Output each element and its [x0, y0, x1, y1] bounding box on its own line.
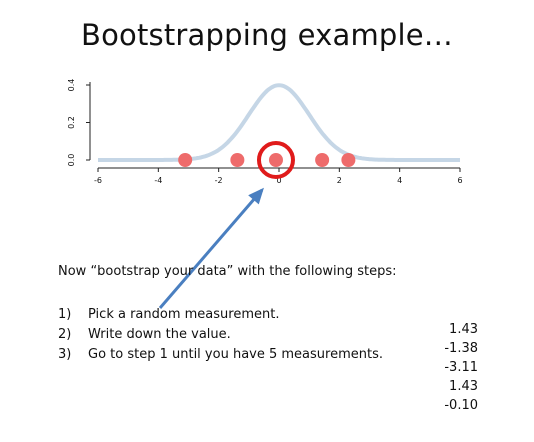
sampled-value: 1.43	[449, 322, 478, 337]
x-tick-label: -6	[94, 176, 102, 185]
data-point	[178, 153, 193, 167]
step-number: 1)	[58, 307, 72, 322]
step-item: 1) Pick a random measurement.	[58, 305, 383, 325]
step-number: 2)	[58, 327, 72, 342]
y-tick-label: 0.4	[67, 79, 76, 92]
plot-axes: -6 -4 -2 0 2 4 6 0.0 0.2 0.4	[67, 79, 463, 185]
data-points	[178, 153, 356, 167]
y-tick-label: 0.0	[67, 154, 76, 167]
step-text: Write down the value.	[88, 327, 231, 342]
sampled-value: -0.10	[444, 398, 478, 413]
x-tick-label: 0	[276, 176, 281, 185]
x-tick-label: 4	[397, 176, 402, 185]
data-point	[268, 153, 283, 167]
data-point	[341, 153, 356, 167]
sampled-values-list: 1.43 -1.38 -3.11 1.43 -0.10	[400, 320, 478, 415]
step-item: 2) Write down the value.	[58, 325, 383, 345]
x-tick-label: 2	[337, 176, 342, 185]
normal-density-curve	[98, 83, 460, 162]
pointer-arrow	[158, 187, 264, 309]
step-text: Go to step 1 until you have 5 measuremen…	[88, 347, 383, 362]
sampled-value: -1.38	[444, 341, 478, 356]
x-tick-label: 6	[457, 176, 462, 185]
steps-list: 1) Pick a random measurement. 2) Write dow…	[58, 305, 383, 365]
step-number: 3)	[58, 347, 72, 362]
x-tick-label: -2	[215, 176, 223, 185]
arrow-shaft	[158, 189, 264, 309]
x-tick-label: -4	[154, 176, 162, 185]
y-tick-label: 0.2	[67, 116, 76, 129]
selected-point-ring	[256, 141, 295, 179]
step-text: Pick a random measurement.	[88, 307, 280, 322]
slide-title: Bootstrapping example…	[80, 18, 454, 52]
sampled-value: 1.43	[449, 379, 478, 394]
data-point	[230, 153, 245, 167]
step-item: 3) Go to step 1 until you have 5 measurem…	[58, 345, 383, 365]
instructions-intro: Now “bootstrap your data” with the follo…	[58, 264, 397, 279]
arrow-head	[248, 187, 264, 205]
data-point	[315, 153, 330, 167]
sampled-value: -3.11	[444, 360, 478, 375]
